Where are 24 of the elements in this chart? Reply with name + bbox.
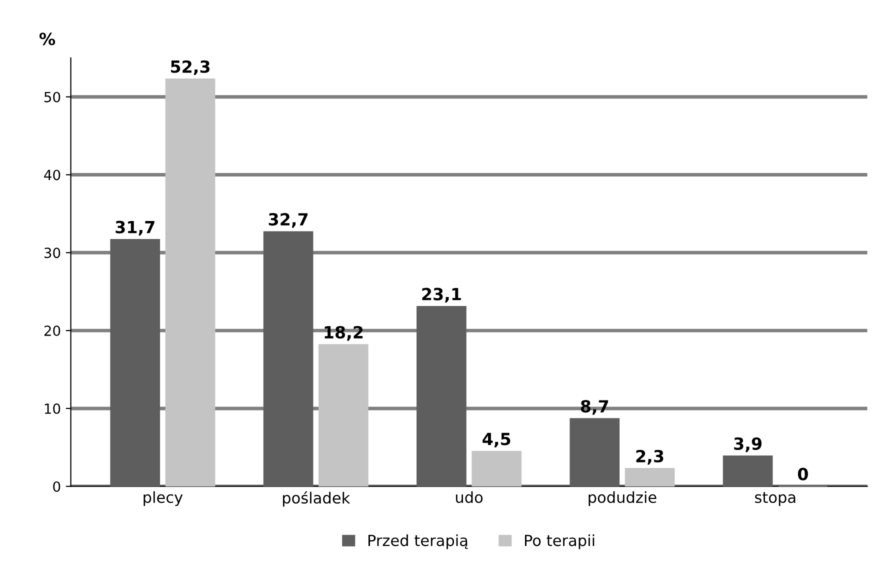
- data-label: 31,7: [116, 220, 154, 236]
- x-tick-label: pośladek: [282, 491, 350, 507]
- y-tick-label: 30: [44, 248, 60, 258]
- y-tick-label: 20: [44, 326, 60, 336]
- x-tick-label: stopa: [755, 492, 796, 506]
- data-label: 32,7: [268, 213, 308, 228]
- y-tick-label: 10: [44, 403, 60, 414]
- y-tick-label: 40: [44, 170, 60, 180]
- data-label: 18,2: [324, 326, 363, 341]
- data-label: 4,5: [482, 432, 510, 448]
- x-tick-label: podudzie: [588, 491, 656, 506]
- legend-label: Po terapii: [525, 534, 594, 550]
- y-axis-title: %: [39, 32, 56, 46]
- data-label: 52,3: [171, 60, 210, 76]
- x-tick-label: plecy: [144, 491, 183, 506]
- data-label: 8,7: [580, 400, 608, 415]
- x-tick-label: udo: [456, 491, 483, 504]
- y-tick-label: 0: [53, 481, 60, 492]
- data-label: 0: [798, 468, 808, 480]
- legend-label: Przed terapią: [368, 534, 468, 550]
- data-label: 2,3: [636, 450, 664, 465]
- y-tick-label: 50: [44, 92, 60, 102]
- data-label: 3,9: [734, 437, 762, 452]
- data-label: 23,1: [422, 288, 461, 303]
